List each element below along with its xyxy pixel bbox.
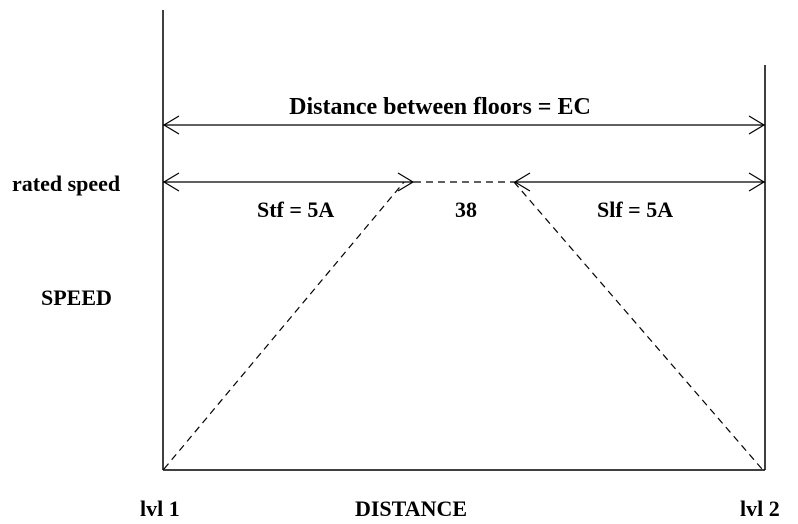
accel-distance-label: Stf = 5A [257, 197, 334, 222]
arrowhead-right-icon [748, 115, 766, 135]
x-axis-label: DISTANCE [355, 496, 467, 521]
arrowhead-right-icon [397, 172, 415, 192]
floor-distance-arrow [162, 115, 766, 135]
arrowhead-left-icon [162, 115, 180, 135]
decel-distance-label: Slf = 5A [597, 197, 673, 222]
arrowhead-left-icon [513, 172, 531, 192]
speed-profile [163, 181, 763, 470]
acceleration-distance-arrow [162, 172, 415, 192]
end-level-label: lvl 2 [740, 496, 780, 521]
acceleration-ramp [163, 181, 405, 470]
top-span-label: Distance between floors = EC [289, 94, 591, 120]
arrowhead-left-icon [162, 172, 180, 192]
deceleration-distance-arrow [513, 172, 766, 192]
deceleration-ramp [513, 181, 763, 470]
start-level-label: lvl 1 [140, 496, 180, 521]
constant-distance-label: 38 [455, 197, 477, 222]
rated-speed-label: rated speed [12, 171, 120, 196]
y-axis-label: SPEED [41, 285, 112, 310]
arrowhead-right-icon [748, 172, 766, 192]
